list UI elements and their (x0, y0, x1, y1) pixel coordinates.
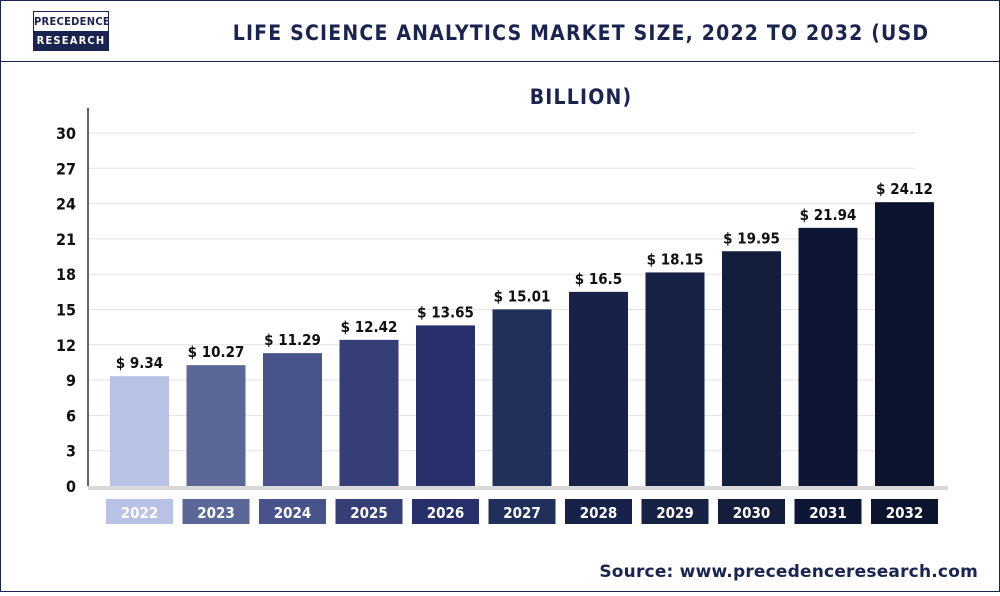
bar (722, 251, 781, 486)
y-tick-label: 18 (56, 265, 76, 284)
bar (493, 309, 552, 486)
x-tick-label: 2029 (656, 504, 694, 522)
x-tick-label: 2032 (886, 504, 924, 522)
bar (340, 340, 399, 486)
bar (875, 202, 934, 486)
source-note: Source: www.precedenceresearch.com (599, 562, 978, 582)
bar (646, 272, 705, 486)
y-tick-label: 12 (56, 336, 76, 355)
bar (799, 228, 858, 486)
bar (110, 376, 169, 486)
bar-value-label: $ 12.42 (341, 318, 398, 336)
y-tick-label: 27 (56, 159, 76, 178)
y-tick-label: 0 (66, 477, 76, 496)
x-tick-label: 2031 (809, 504, 847, 522)
y-tick-label: 21 (56, 230, 76, 249)
x-tick-label: 2025 (350, 504, 388, 522)
bar-value-label: $ 13.65 (417, 303, 474, 321)
x-tick-label: 2027 (503, 504, 541, 522)
bar-value-label: $ 24.12 (876, 180, 933, 198)
y-tick-label: 6 (66, 406, 76, 425)
bar-value-label: $ 16.5 (575, 270, 622, 288)
x-tick-label: 2022 (121, 504, 159, 522)
y-tick-label: 9 (66, 371, 76, 390)
bar-value-label: $ 18.15 (647, 250, 704, 268)
bar-value-label: $ 10.27 (188, 343, 245, 361)
x-tick-label: 2026 (427, 504, 465, 522)
bar (187, 365, 246, 486)
bar-value-label: $ 15.01 (494, 287, 551, 305)
x-tick-label: 2030 (733, 504, 771, 522)
y-tick-label: 15 (56, 301, 76, 320)
x-tick-label: 2023 (197, 504, 235, 522)
bar (263, 353, 322, 486)
x-tick-label: 2028 (580, 504, 618, 522)
bar (569, 292, 628, 486)
bar (416, 325, 475, 486)
y-tick-label: 24 (56, 195, 76, 214)
bar-value-label: $ 19.95 (723, 229, 780, 247)
bar-value-label: $ 9.34 (116, 354, 163, 372)
x-tick-label: 2024 (274, 504, 312, 522)
x-axis-baseline (88, 486, 948, 490)
bar-value-label: $ 11.29 (264, 331, 321, 349)
y-tick-label: 3 (66, 442, 76, 461)
bar-value-label: $ 21.94 (800, 206, 857, 224)
y-tick-label: 30 (56, 124, 76, 143)
